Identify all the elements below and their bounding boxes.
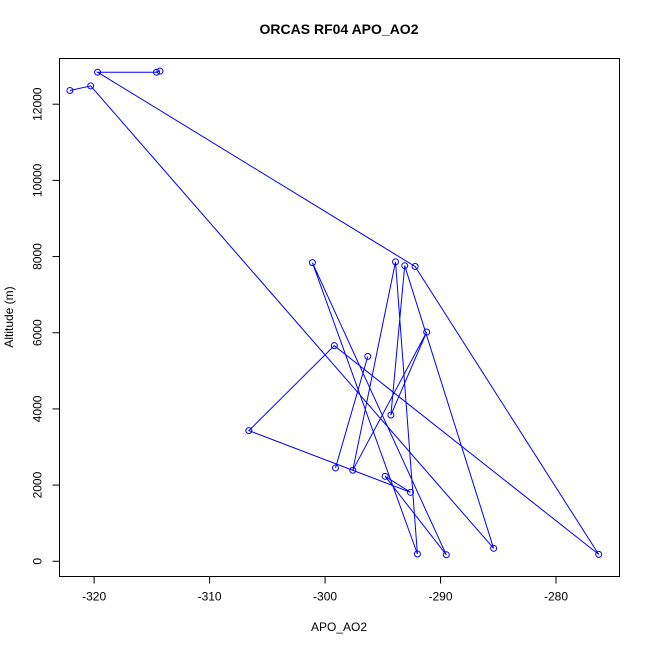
x-tick-label: -290 — [429, 590, 453, 604]
data-point — [245, 427, 253, 435]
y-axis: 0 2000 4000 6000 8000 10000 12000 — [31, 87, 60, 565]
x-tick-label: -300 — [313, 590, 337, 604]
y-tick-label: 4000 — [31, 395, 45, 422]
data-point — [595, 550, 603, 558]
data-point — [392, 258, 399, 266]
data-point — [308, 259, 316, 267]
data-point — [490, 544, 498, 552]
data-point — [87, 82, 95, 90]
data-point — [66, 86, 74, 94]
data-point — [94, 68, 102, 76]
plot-frame — [59, 58, 620, 577]
data-point — [330, 342, 338, 350]
data-point — [381, 472, 389, 480]
y-axis-label: Altitude (m) — [2, 286, 16, 347]
data-point — [152, 68, 160, 76]
data-point — [401, 262, 409, 270]
y-tick-label: 2000 — [31, 471, 45, 498]
data-point — [413, 550, 421, 558]
data-point — [407, 488, 415, 496]
data-point — [411, 262, 419, 270]
data-point — [331, 464, 339, 472]
y-tick-label: 0 — [31, 558, 45, 565]
data-point — [387, 411, 395, 419]
x-axis: -320 -310 -300 -290 -280 — [82, 576, 568, 604]
x-tick-label: -310 — [198, 590, 222, 604]
data-point — [156, 67, 164, 75]
data-point — [349, 466, 357, 474]
y-tick-label: 12000 — [31, 87, 45, 121]
data-point — [442, 551, 450, 559]
chart-title: ORCAS RF04 APO_AO2 — [260, 21, 419, 37]
series-line — [335, 356, 369, 469]
series-line — [69, 70, 600, 556]
y-tick-label: 8000 — [31, 243, 45, 270]
x-axis-label: APO_AO2 — [311, 620, 367, 634]
series-layer — [66, 67, 603, 559]
x-tick-label: -280 — [544, 590, 568, 604]
y-tick-label: 6000 — [31, 319, 45, 346]
data-point — [423, 328, 431, 336]
y-tick-label: 10000 — [31, 163, 45, 197]
data-point — [364, 352, 372, 360]
x-tick-label: -320 — [82, 590, 106, 604]
